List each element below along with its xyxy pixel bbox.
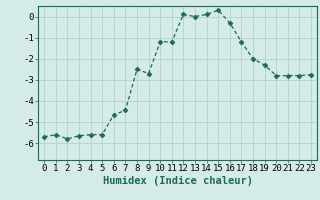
X-axis label: Humidex (Indice chaleur): Humidex (Indice chaleur) xyxy=(103,176,252,186)
